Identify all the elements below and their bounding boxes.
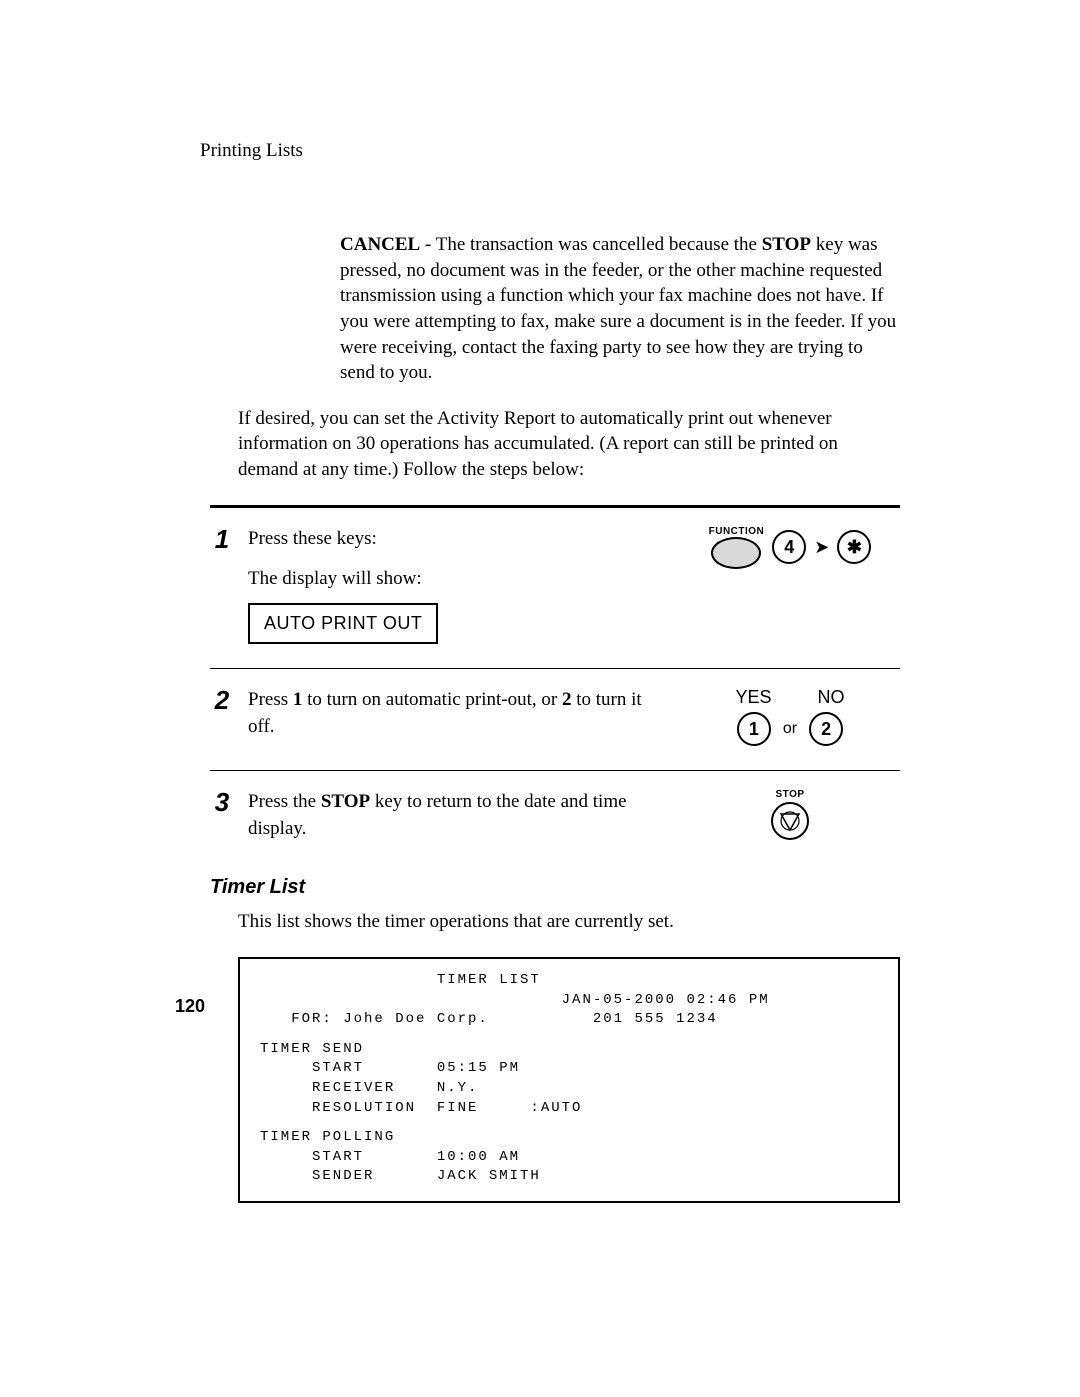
timer-list-desc: This list shows the timer operations tha…: [238, 909, 900, 935]
step-number: 2: [210, 687, 234, 713]
step1-keys: FUNCTION 4 ➤ ✱: [680, 526, 900, 569]
page: Printing Lists CANCEL - The transaction …: [0, 0, 1080, 1397]
s2-t1: 1: [293, 689, 303, 710]
step1-line1: Press these keys:: [248, 526, 666, 553]
divider: [210, 668, 900, 669]
cancel-paragraph: CANCEL - The transaction was cancelled b…: [340, 232, 900, 386]
step-1: 1 Press these keys: The display will sho…: [210, 520, 900, 650]
step-text: Press these keys: The display will show:…: [248, 526, 666, 644]
page-number: 120: [175, 996, 205, 1017]
cancel-stop-word: STOP: [762, 234, 811, 255]
tl-poll-h: TIMER POLLING: [260, 1128, 878, 1148]
tl-poll-start: START 10:00 AM: [260, 1148, 878, 1168]
step3-keys: STOP: [680, 789, 900, 840]
function-key-icon: [711, 537, 761, 569]
step-text: Press the STOP key to return to the date…: [248, 789, 666, 842]
divider: [210, 770, 900, 771]
no-label: NO: [818, 687, 845, 708]
tl-date: JAN-05-2000 02:46 PM: [260, 991, 878, 1011]
step2-keys: YES NO 1 or 2: [680, 687, 900, 746]
tl-send-start: START 05:15 PM: [260, 1059, 878, 1079]
lcd-display: AUTO PRINT OUT: [248, 603, 438, 644]
key-2-icon: 2: [809, 712, 843, 746]
step-3: 3 Press the STOP key to return to the da…: [210, 783, 900, 848]
step-text: Press 1 to turn on automatic print-out, …: [248, 687, 666, 740]
s3-t1: STOP: [321, 791, 370, 812]
tl-for: FOR: Johe Doe Corp. 201 555 1234: [260, 1010, 878, 1030]
tl-send-h: TIMER SEND: [260, 1040, 878, 1060]
stop-label: STOP: [775, 789, 804, 800]
page-header: Printing Lists: [200, 140, 900, 162]
timer-list-printout: TIMER LIST JAN-05-2000 02:46 PM FOR: Joh…: [238, 957, 900, 1203]
tl-send-recv: RECEIVER N.Y.: [260, 1079, 878, 1099]
intro-paragraph: If desired, you can set the Activity Rep…: [238, 406, 900, 483]
function-label: FUNCTION: [709, 526, 765, 537]
cancel-text-1: - The transaction was cancelled because …: [420, 234, 762, 255]
step-number: 1: [210, 526, 234, 552]
steps-block: 1 Press these keys: The display will sho…: [210, 505, 900, 849]
key-4-icon: 4: [772, 530, 806, 564]
s2-t0: Press: [248, 689, 293, 710]
s3-t0: Press the: [248, 791, 321, 812]
key-star-icon: ✱: [837, 530, 871, 564]
tl-send-res: RESOLUTION FINE :AUTO: [260, 1099, 878, 1119]
tl-poll-sender: SENDER JACK SMITH: [260, 1167, 878, 1187]
yes-label: YES: [735, 687, 771, 708]
tl-title: TIMER LIST: [260, 971, 878, 991]
arrow-icon: ➤: [814, 537, 829, 558]
divider: [210, 505, 900, 508]
cancel-lead: CANCEL: [340, 234, 420, 255]
step-2: 2 Press 1 to turn on automatic print-out…: [210, 681, 900, 752]
stop-key-icon: [771, 802, 809, 840]
or-label: or: [783, 720, 797, 738]
cancel-text-2: key was pressed, no document was in the …: [340, 234, 896, 383]
s2-t2: to turn on automatic print-out, or: [302, 689, 562, 710]
step1-line2: The display will show:: [248, 566, 666, 593]
step-number: 3: [210, 789, 234, 815]
timer-list-title: Timer List: [210, 876, 900, 899]
s2-t3: 2: [562, 689, 572, 710]
key-1-icon: 1: [737, 712, 771, 746]
